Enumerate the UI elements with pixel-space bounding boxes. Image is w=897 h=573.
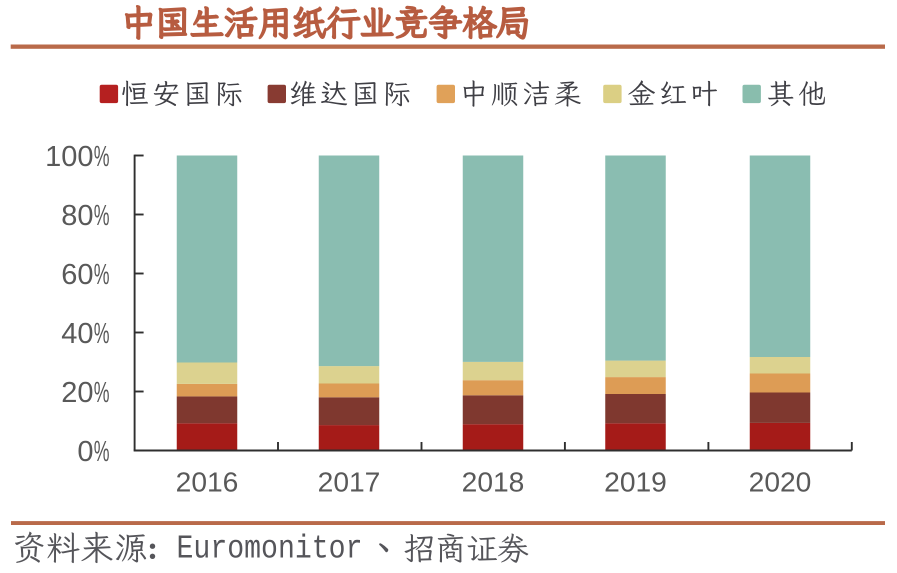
- svg-text:40: 40: [61, 318, 93, 350]
- svg-text:2019: 2019: [604, 466, 667, 498]
- svg-text:80: 80: [61, 200, 93, 232]
- svg-text:0: 0: [77, 436, 93, 468]
- svg-text:%: %: [94, 436, 110, 468]
- svg-text:%: %: [94, 141, 110, 173]
- svg-text:Euromonitor: Euromonitor: [177, 531, 363, 568]
- svg-text:%: %: [94, 377, 110, 409]
- svg-text:20: 20: [61, 377, 93, 409]
- svg-text:%: %: [94, 318, 110, 350]
- svg-text:2020: 2020: [749, 466, 812, 498]
- svg-text:%: %: [94, 259, 110, 291]
- svg-text:100: 100: [45, 141, 93, 173]
- svg-text:2016: 2016: [176, 466, 239, 498]
- svg-text:2018: 2018: [462, 466, 525, 498]
- svg-text:%: %: [94, 200, 110, 232]
- svg-text:2017: 2017: [318, 466, 381, 498]
- svg-text:60: 60: [61, 259, 93, 291]
